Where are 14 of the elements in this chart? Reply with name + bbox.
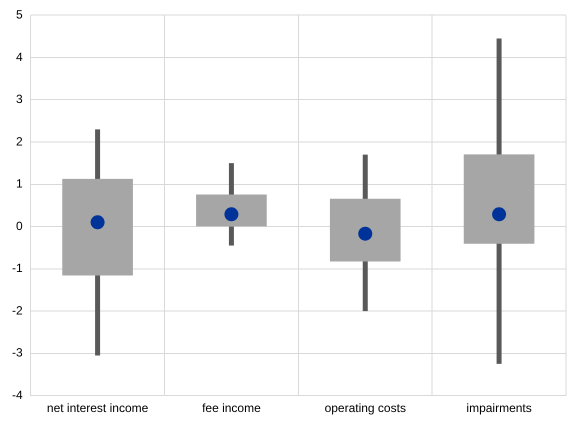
x-tick-label: operating costs [324,401,406,416]
y-tick-label: 5 [16,8,23,22]
y-tick-label: -2 [12,303,23,318]
y-tick-label: 0 [16,218,23,233]
y-tick-label: -4 [12,388,23,402]
y-tick-label: -1 [12,261,23,276]
x-tick-label: fee income [202,401,262,416]
y-tick-label: -3 [12,346,23,360]
y-tick-label: 4 [16,50,23,64]
y-tick-label: 2 [16,134,23,148]
y-tick-label: 1 [16,176,23,191]
x-tick-label: net interest income [46,401,149,416]
y-tick-label: 3 [16,92,23,106]
x-tick-label: impairments [466,401,532,416]
